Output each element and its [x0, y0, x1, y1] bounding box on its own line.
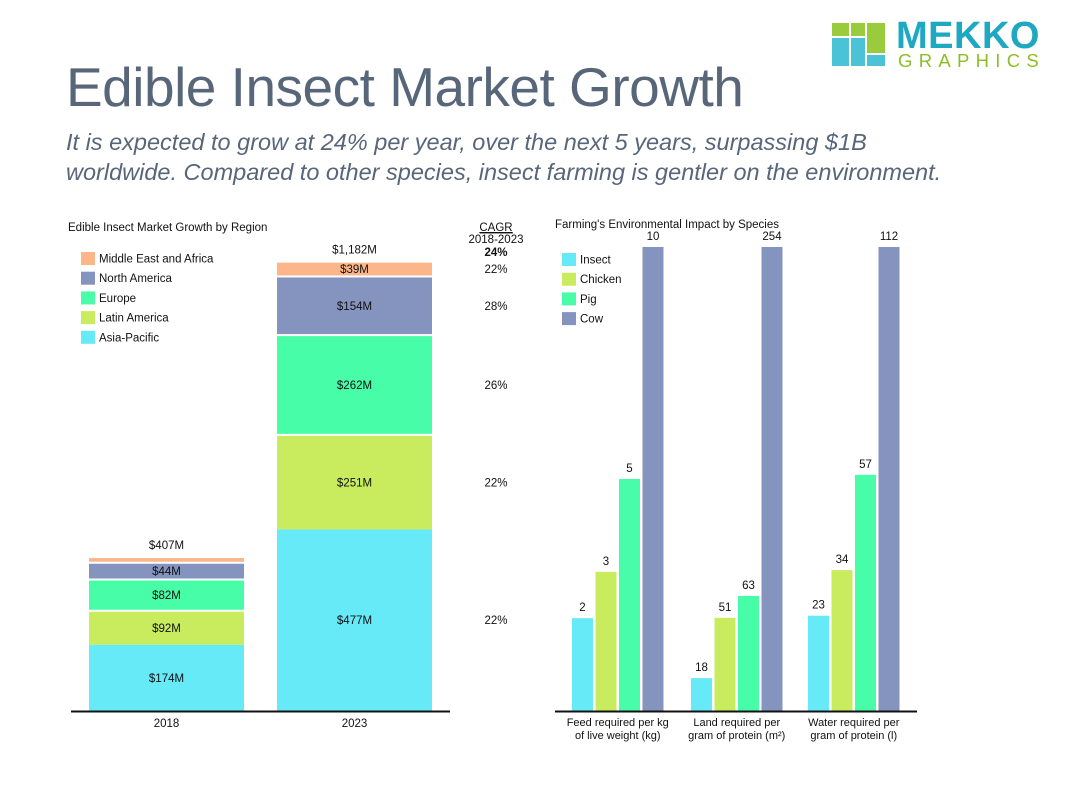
segment-label-europe-2018: $82M	[152, 590, 181, 602]
category-label-group-2-line-2: gram of protein (m²)	[688, 730, 785, 742]
bar-value-label-chicken-group-2: 51	[719, 602, 732, 614]
bar-segment-europe-2023	[277, 336, 432, 434]
legend-swatch-asia-pacific	[81, 330, 95, 344]
legend-swatch-latin-america	[81, 311, 95, 325]
region-legend: Middle East and Africa North America Europ…	[81, 252, 214, 344]
species-grouped-bar-chart: Farming's Environmental Impact by Specie…	[555, 219, 917, 742]
bar-pig-group-2	[738, 595, 759, 711]
legend-swatch-north-america	[81, 271, 95, 285]
region-stacked-bar-chart: Edible Insect Market Growth by Region Mi…	[68, 222, 524, 730]
bar-cow-group-2	[761, 247, 783, 711]
bar-pig-group-3	[855, 474, 876, 711]
x-tick-label-2018: 2018	[154, 718, 180, 730]
cagr-value-north-america: 28%	[484, 301, 507, 313]
category-label-group-2-line-1: Land required per	[693, 717, 780, 729]
bar-segment-asia-pacific-2023	[277, 529, 432, 711]
cagr-total: 24%	[484, 247, 507, 259]
bar-segment-europe-2018	[89, 580, 244, 610]
segment-label-latin-america-2023: $251M	[337, 478, 372, 490]
legend-label-insect: Insect	[580, 255, 611, 267]
cagr-period: 2018-2023	[469, 234, 524, 246]
bar-value-label-pig-group-2: 63	[742, 580, 755, 592]
subtitle-line-1: It is expected to grow at 24% per year, …	[66, 129, 867, 155]
legend-swatch-middle-east-and-africa	[81, 252, 95, 265]
bar-segment-latin-america-2023	[277, 435, 432, 530]
segment-label-north-america-2023: $154M	[337, 301, 372, 313]
category-label-group-1-line-1: Feed required per kg	[567, 717, 669, 729]
subtitle-line-2: worldwide. Compared to other species, in…	[66, 159, 942, 185]
bar-value-label-insect-group-2: 18	[695, 662, 708, 674]
bar-insect-group-3	[808, 615, 829, 711]
legend-swatch-pig	[562, 292, 576, 306]
category-label-group-1-line-2: of live weight (kg)	[575, 730, 661, 742]
region-bars: $174M $92M $82M $44M $407M 2018 $477M 22% $251M 2…	[89, 245, 508, 730]
legend-label-asia-pacific: Asia-Pacific	[99, 332, 159, 344]
legend-label-pig: Pig	[580, 294, 597, 306]
bar-value-label-pig-group-1: 5	[626, 463, 632, 475]
category-label-group-3-line-1: Water required per	[808, 717, 900, 729]
bar-chicken-group-1	[595, 571, 617, 711]
legend-swatch-cow	[562, 312, 576, 326]
legend-label-chicken: Chicken	[580, 274, 622, 286]
legend-label-north-america: North America	[99, 273, 172, 285]
bar-segment-asia-pacific-2018	[89, 644, 244, 711]
segment-label-europe-2023: $262M	[337, 380, 372, 392]
bar-value-label-pig-group-3: 57	[859, 459, 872, 471]
bar-value-label-cow-group-1: 10	[647, 231, 660, 243]
species-legend: Insect Chicken Pig Cow	[562, 253, 622, 326]
bar-segment-latin-america-2018	[89, 611, 244, 645]
bar-insect-group-1	[572, 618, 593, 711]
bar-chicken-group-3	[831, 570, 853, 711]
segment-label-middle-east-and-africa-2023: $39M	[340, 264, 369, 276]
category-label-group-3-line-2: gram of protein (l)	[810, 730, 897, 742]
bar-value-label-insect-group-1: 2	[579, 602, 585, 614]
total-label-2023: $1,182M	[332, 245, 377, 257]
logo-word-graphics: GRAPHICS	[898, 50, 1046, 71]
bar-segment-middle-east-and-africa-2018	[89, 558, 244, 562]
total-label-2018: $407M	[149, 540, 184, 552]
legend-label-latin-america: Latin America	[99, 313, 169, 325]
mekko-graphics-logo: MEKKO GRAPHICS	[832, 15, 1062, 71]
bar-value-label-chicken-group-3: 34	[836, 554, 849, 566]
legend-label-cow: Cow	[580, 314, 604, 326]
bar-cow-group-3	[878, 247, 900, 711]
region-chart-title: Edible Insect Market Growth by Region	[68, 222, 267, 234]
segment-label-asia-pacific-2018: $174M	[149, 673, 184, 685]
cagr-value-europe: 26%	[484, 380, 507, 392]
cagr-header: CAGR	[479, 222, 512, 234]
segment-label-asia-pacific-2023: $477M	[337, 615, 372, 627]
bar-value-label-chicken-group-1: 3	[603, 556, 609, 568]
bar-cow-group-1	[642, 247, 664, 711]
species-chart-title: Farming's Environmental Impact by Specie…	[555, 219, 779, 231]
logo-word-mekko: MEKKO	[896, 15, 1040, 57]
legend-swatch-europe	[81, 291, 95, 305]
x-tick-label-2023: 2023	[342, 718, 368, 730]
bar-value-label-insect-group-3: 23	[812, 600, 825, 612]
bar-value-label-cow-group-2: 254	[762, 231, 782, 243]
legend-swatch-chicken	[562, 272, 576, 286]
legend-label-europe: Europe	[99, 293, 136, 305]
cagr-value-latin-america: 22%	[484, 478, 507, 490]
bar-insect-group-2	[691, 678, 712, 711]
legend-label-middle-east-and-africa: Middle East and Africa	[99, 254, 214, 266]
page-title: Edible Insect Market Growth	[66, 56, 744, 118]
bar-value-label-cow-group-3: 112	[880, 231, 898, 243]
cagr-value-middle-east-and-africa: 22%	[484, 264, 507, 276]
bar-segment-middle-east-and-africa-2023	[277, 262, 432, 276]
page-subtitle: It is expected to grow at 24% per year, …	[66, 127, 941, 187]
segment-label-north-america-2018: $44M	[152, 566, 181, 578]
segment-label-latin-america-2018: $92M	[152, 623, 181, 635]
bar-pig-group-1	[619, 479, 640, 711]
bar-segment-north-america-2023	[277, 277, 432, 335]
bar-segment-north-america-2018	[89, 563, 244, 579]
cagr-value-asia-pacific: 22%	[484, 615, 507, 627]
legend-swatch-insect	[562, 253, 576, 266]
bar-chicken-group-2	[714, 617, 736, 711]
